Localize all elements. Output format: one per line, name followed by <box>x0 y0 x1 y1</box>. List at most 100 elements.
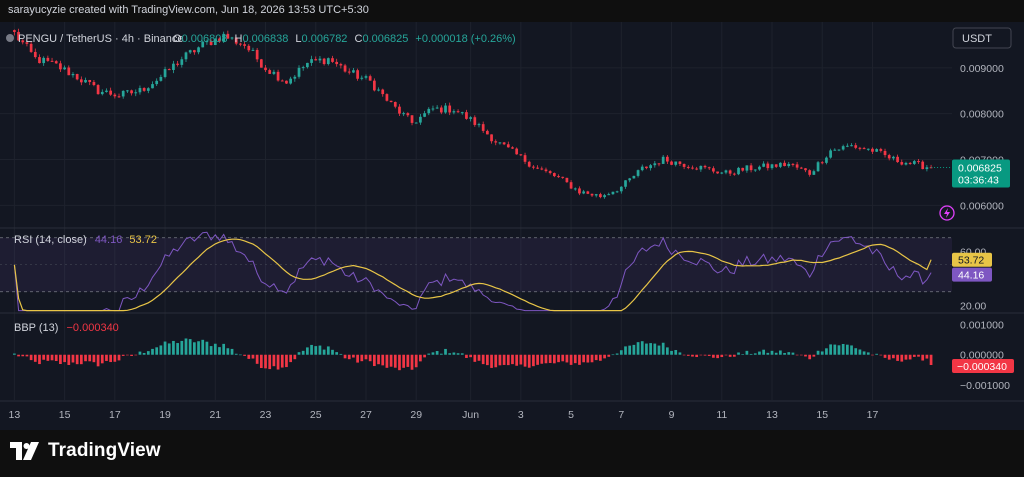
candle[interactable] <box>804 168 807 173</box>
candle[interactable] <box>54 60 58 64</box>
candle[interactable] <box>42 56 46 66</box>
candle[interactable] <box>385 93 389 102</box>
candle[interactable] <box>808 169 812 177</box>
candle[interactable] <box>100 89 104 96</box>
candle[interactable] <box>594 193 598 198</box>
candle[interactable] <box>272 69 276 76</box>
candle[interactable] <box>845 143 849 148</box>
candle[interactable] <box>628 177 632 183</box>
candle[interactable] <box>871 147 874 154</box>
candle[interactable] <box>130 89 133 96</box>
candle[interactable] <box>17 28 20 41</box>
candle[interactable] <box>611 191 615 195</box>
candle[interactable] <box>79 76 83 86</box>
candle[interactable] <box>544 167 548 173</box>
candle[interactable] <box>607 192 611 196</box>
candle[interactable] <box>716 171 719 174</box>
candle[interactable] <box>184 51 188 63</box>
candle[interactable] <box>180 56 184 68</box>
candle[interactable] <box>481 121 485 133</box>
candle[interactable] <box>259 58 263 68</box>
rsi-pane[interactable] <box>0 231 952 312</box>
candle[interactable] <box>745 165 749 173</box>
candle[interactable] <box>255 47 259 63</box>
candle[interactable] <box>770 163 774 170</box>
candle[interactable] <box>456 109 460 113</box>
candle[interactable] <box>921 160 925 170</box>
candle[interactable] <box>435 105 439 109</box>
candle[interactable] <box>762 161 765 168</box>
candle[interactable] <box>218 37 221 43</box>
candle[interactable] <box>586 190 590 195</box>
candle[interactable] <box>159 74 163 82</box>
candle[interactable] <box>285 80 288 84</box>
candle[interactable] <box>247 44 251 53</box>
candle[interactable] <box>444 103 447 114</box>
candle[interactable] <box>816 160 820 172</box>
candle[interactable] <box>167 68 171 71</box>
candle[interactable] <box>904 161 908 166</box>
candle[interactable] <box>829 148 832 159</box>
candle[interactable] <box>209 39 213 46</box>
candle[interactable] <box>84 77 87 84</box>
candle[interactable] <box>331 55 334 63</box>
candle[interactable] <box>393 101 397 109</box>
candle[interactable] <box>25 38 29 47</box>
candle[interactable] <box>724 169 728 175</box>
candle[interactable] <box>753 169 757 172</box>
candle[interactable] <box>695 166 699 171</box>
candle[interactable] <box>812 169 816 175</box>
candle[interactable] <box>364 74 368 80</box>
candle[interactable] <box>779 162 782 169</box>
candle[interactable] <box>113 93 117 99</box>
candle[interactable] <box>640 164 644 172</box>
candle[interactable] <box>774 164 778 168</box>
candle[interactable] <box>619 186 623 194</box>
candle[interactable] <box>603 193 606 199</box>
candle[interactable] <box>63 65 66 70</box>
candle[interactable] <box>820 161 824 165</box>
candle[interactable] <box>825 156 828 165</box>
candle[interactable] <box>465 109 468 120</box>
candle[interactable] <box>686 165 690 170</box>
candle[interactable] <box>728 169 732 176</box>
candle[interactable] <box>632 175 636 179</box>
candle[interactable] <box>841 144 845 151</box>
candle[interactable] <box>21 39 25 45</box>
candle[interactable] <box>356 68 359 81</box>
candle[interactable] <box>486 129 489 135</box>
candle[interactable] <box>615 190 619 193</box>
candle[interactable] <box>561 176 565 179</box>
candle[interactable] <box>670 160 673 166</box>
candle[interactable] <box>494 139 498 146</box>
candle[interactable] <box>439 105 443 115</box>
candle[interactable] <box>548 170 552 175</box>
candle[interactable] <box>414 122 418 124</box>
candle[interactable] <box>477 122 481 128</box>
candle[interactable] <box>896 154 899 163</box>
candle[interactable] <box>527 160 531 168</box>
candle[interactable] <box>172 60 175 74</box>
candle[interactable] <box>96 84 100 95</box>
candle[interactable] <box>205 39 209 45</box>
candle[interactable] <box>142 87 146 92</box>
candle[interactable] <box>854 142 858 150</box>
candle[interactable] <box>109 87 113 96</box>
candle[interactable] <box>352 67 355 74</box>
candle[interactable] <box>138 85 142 95</box>
candle[interactable] <box>795 161 799 170</box>
candle[interactable] <box>339 62 343 69</box>
candle[interactable] <box>573 187 577 191</box>
candle[interactable] <box>515 147 519 155</box>
candle[interactable] <box>423 110 426 118</box>
candle[interactable] <box>13 29 16 36</box>
candle[interactable] <box>29 41 33 53</box>
candle[interactable] <box>276 69 280 82</box>
candle[interactable] <box>737 166 740 176</box>
candle[interactable] <box>511 146 514 150</box>
candle[interactable] <box>67 65 71 76</box>
candle[interactable] <box>912 159 916 165</box>
candle[interactable] <box>280 79 284 82</box>
candle[interactable] <box>624 180 627 189</box>
candle[interactable] <box>193 49 196 55</box>
